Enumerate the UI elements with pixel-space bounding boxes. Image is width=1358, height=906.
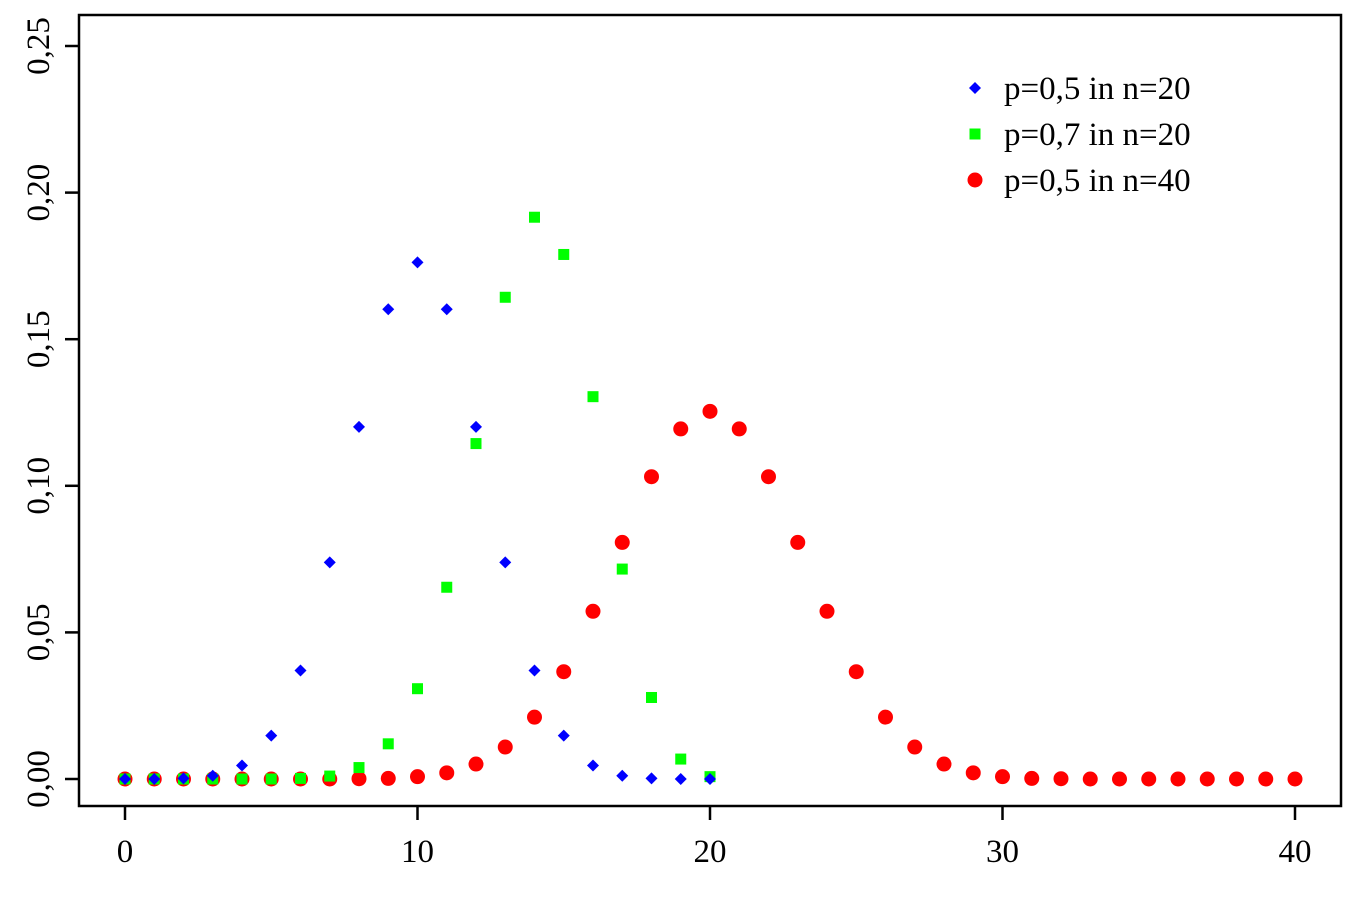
legend-label: p=0,5 in n=40 — [1004, 163, 1191, 199]
data-point — [761, 469, 776, 485]
legend-marker — [969, 128, 981, 140]
data-point — [265, 773, 277, 785]
data-point — [907, 739, 923, 755]
data-point — [848, 664, 864, 680]
data-point — [410, 769, 425, 785]
data-point — [674, 773, 687, 785]
data-point — [702, 403, 718, 419]
data-point — [587, 391, 599, 403]
x-tick-label: 40 — [1279, 834, 1312, 870]
y-tick-label: 0,05 — [21, 604, 57, 662]
data-point — [646, 691, 657, 703]
legend-marker — [969, 82, 981, 94]
data-point — [353, 762, 365, 774]
data-point — [353, 420, 365, 433]
data-point — [1082, 771, 1098, 787]
data-point — [819, 603, 835, 619]
y-axis: 0,00 0,05 0,10 0,15 0,20 0,25 — [21, 17, 79, 808]
series-3 — [117, 403, 1303, 787]
data-point — [295, 772, 306, 784]
data-point — [558, 248, 570, 260]
series-2 — [119, 211, 716, 785]
x-tick-label: 30 — [986, 834, 1019, 870]
data-point — [380, 770, 396, 786]
data-point — [1053, 771, 1069, 787]
data-point — [206, 769, 219, 782]
data-point — [439, 765, 455, 781]
data-point — [587, 759, 599, 772]
x-axis: 0 10 20 30 40 — [117, 806, 1312, 870]
data-point — [236, 759, 248, 772]
legend-marker — [967, 172, 983, 188]
data-point — [412, 683, 423, 695]
data-point — [119, 773, 131, 785]
data-point — [324, 770, 336, 782]
data-point — [614, 534, 630, 550]
data-point — [585, 603, 601, 619]
x-tick-label: 20 — [694, 834, 727, 870]
data-point — [557, 729, 570, 742]
data-point — [528, 664, 541, 677]
data-point — [936, 756, 952, 772]
data-point — [1258, 771, 1274, 787]
y-tick-label: 0,10 — [21, 457, 57, 515]
x-tick-label: 0 — [117, 834, 134, 870]
data-point — [790, 534, 806, 550]
data-point — [468, 756, 484, 772]
data-point — [265, 729, 278, 742]
data-point — [382, 303, 395, 316]
data-point — [1287, 771, 1303, 787]
data-point — [470, 438, 482, 450]
plot-marks — [117, 211, 1303, 787]
legend-label: p=0,5 in n=20 — [1004, 71, 1191, 107]
data-point — [499, 556, 512, 569]
data-point — [382, 738, 394, 750]
data-point — [704, 773, 716, 785]
data-point — [995, 769, 1010, 785]
data-point — [411, 256, 424, 269]
series-1 — [119, 256, 716, 785]
y-tick-label: 0,15 — [21, 310, 57, 368]
data-point — [440, 303, 453, 316]
data-point — [731, 421, 747, 437]
data-point — [527, 709, 542, 725]
data-point — [529, 211, 540, 223]
data-point — [673, 421, 689, 437]
data-point — [675, 753, 687, 765]
data-point — [878, 709, 893, 725]
data-point — [1141, 771, 1157, 787]
y-tick-label: 0,00 — [21, 750, 57, 808]
data-point — [1024, 770, 1040, 786]
data-point — [177, 772, 190, 785]
y-tick-label: 0,25 — [21, 17, 57, 75]
legend-label: p=0,7 in n=20 — [1004, 117, 1191, 153]
data-point — [294, 664, 307, 677]
data-point — [499, 291, 511, 303]
data-point — [965, 765, 981, 781]
data-point — [470, 420, 482, 433]
data-point — [148, 773, 161, 785]
y-tick-label: 0,20 — [21, 164, 57, 222]
data-point — [1112, 771, 1127, 787]
data-point — [1170, 771, 1186, 787]
data-point — [441, 581, 453, 593]
data-point — [497, 739, 513, 755]
data-point — [616, 769, 629, 782]
data-point — [616, 563, 628, 575]
data-point — [236, 773, 248, 785]
data-point — [556, 664, 572, 680]
legend: p=0,5 in n=20 p=0,7 in n=20 p=0,5 in n=40 — [967, 71, 1191, 199]
x-tick-label: 10 — [401, 834, 434, 870]
data-point — [351, 771, 367, 787]
data-point — [1229, 771, 1244, 787]
data-point — [323, 556, 336, 569]
data-point — [644, 469, 659, 485]
data-point — [645, 772, 658, 785]
data-point — [1199, 771, 1215, 787]
